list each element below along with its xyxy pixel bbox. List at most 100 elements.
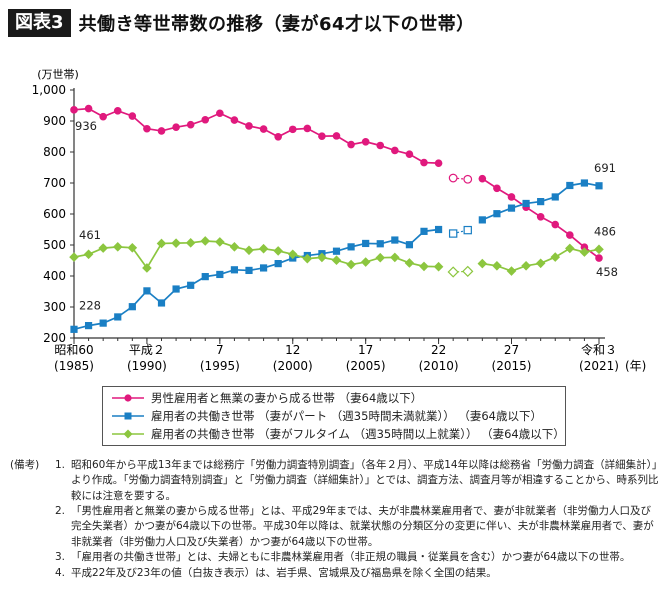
y-tick-label: 400: [43, 269, 66, 283]
y-tick-label: 300: [43, 300, 66, 314]
data-point: [580, 179, 589, 187]
note-number: 4.: [55, 567, 66, 579]
data-point: [420, 227, 428, 235]
data-point: [187, 281, 195, 289]
data-point: [274, 133, 282, 141]
data-point: [216, 270, 224, 279]
x-unit-label: (年): [625, 359, 646, 373]
data-point: [361, 137, 370, 146]
hollow-data-point: [463, 174, 473, 184]
x-tick-label: 27: [504, 343, 519, 357]
series-line: [73, 228, 439, 331]
figure-tag: 図表3: [8, 9, 71, 37]
x-tick-label: 22: [431, 343, 446, 357]
data-point: [128, 303, 136, 311]
y-tick-label: 700: [43, 176, 66, 190]
data-point: [244, 245, 254, 256]
hollow-data-point: [448, 229, 458, 238]
data-point: [594, 244, 604, 255]
data-point: [172, 285, 180, 293]
y-tick-label: 600: [43, 207, 66, 221]
data-point: [70, 106, 78, 114]
figure-header: 図表3 共働き等世帯数の推移（妻が64才以下の世帯）: [8, 8, 475, 38]
data-point: [595, 254, 603, 262]
data-point: [172, 123, 180, 131]
data-point: [595, 182, 603, 190]
x-tick-label: (2021): [579, 359, 619, 373]
data-point: [259, 125, 268, 133]
x-tick-label: (1990): [127, 359, 167, 373]
note-text: 「男性雇用者と無業の妻から成る世帯」とは、平成29年までは、夫が非農林業雇用者で…: [71, 505, 654, 548]
y-tick-label: 900: [43, 114, 66, 128]
data-point: [521, 260, 531, 271]
data-point: [302, 253, 313, 264]
legend-item-male-employee-unemployed-wife: 男性雇用者と無業の妻から成る世帯 （妻64歳以下）: [111, 389, 422, 407]
data-point: [230, 266, 239, 274]
note-text: 昭和60年から平成13年までは総務庁「労働力調査特別調査」（各年２月）、平成14…: [71, 459, 659, 502]
x-tick-label: (2010): [419, 359, 459, 373]
data-point: [127, 242, 138, 253]
legend-marker-green-diamond: [112, 429, 144, 439]
note-text: 「雇用者の共働き世帯」とは、夫婦ともに非農林業雇用者（非正規の職員・従業員を含む…: [71, 551, 631, 563]
data-point: [287, 249, 298, 260]
data-point: [507, 204, 516, 212]
data-point: [566, 181, 574, 190]
line-chart: (万世帯) 200 300 400 500 600 700 800 900 1,000 昭和60 (1…: [32, 68, 647, 373]
x-tick-label: (1985): [54, 359, 94, 373]
note-item: 4. 平成22年及び23年の値（白抜き表示）は、岩手県、宮城県及び福島県を除く全…: [55, 566, 660, 582]
data-point: [114, 313, 122, 321]
data-point: [128, 112, 137, 120]
data-point: [288, 125, 297, 134]
data-point: [347, 243, 355, 251]
data-point: [579, 247, 590, 257]
data-label: 461: [79, 228, 101, 242]
data-point: [201, 115, 210, 124]
note-item: 2. 「男性雇用者と無業の妻から成る世帯」とは、平成29年までは、夫が非農林業雇…: [55, 504, 660, 550]
data-point: [405, 150, 414, 158]
hollow-data-point: [447, 266, 459, 278]
hollow-data-point: [463, 225, 472, 235]
data-point: [566, 231, 574, 239]
data-point: [303, 124, 312, 133]
chart-legend: 男性雇用者と無業の妻から成る世帯 （妻64歳以下） 雇用者の共働き世帯 （妻がパ…: [102, 386, 566, 446]
data-point: [537, 198, 545, 206]
data-point: [274, 260, 282, 268]
data-point: [507, 193, 516, 201]
data-point: [317, 252, 327, 263]
data-point: [493, 184, 501, 193]
x-tick-label: 平成２: [129, 343, 165, 357]
data-point: [70, 325, 78, 333]
y-tick-label: 1,000: [32, 83, 66, 97]
data-label: 691: [594, 161, 616, 175]
data-point: [98, 243, 108, 253]
x-tick-label: (2005): [346, 359, 386, 373]
data-point: [258, 243, 269, 254]
data-point: [143, 124, 151, 133]
data-point: [318, 132, 326, 140]
note-item: 1. 昭和60年から平成13年までは総務庁「労働力調査特別調査」（各年２月）、平…: [55, 458, 660, 504]
note-number: 3.: [55, 551, 66, 563]
data-point: [376, 141, 385, 150]
data-point: [215, 237, 225, 247]
data-point: [535, 258, 546, 269]
data-point: [84, 322, 93, 330]
note-text: 平成22年及び23年の値（白抜き表示）は、岩手県、宮城県及び福島県を除く全国の結…: [71, 567, 497, 579]
data-point: [332, 247, 341, 255]
data-point: [346, 259, 356, 270]
data-point: [478, 174, 487, 183]
y-tick-label: 500: [43, 238, 66, 252]
data-point: [478, 216, 486, 224]
data-label: 936: [75, 119, 97, 133]
data-point: [84, 104, 93, 113]
data-label: 486: [594, 224, 616, 238]
data-point: [536, 212, 545, 221]
x-tick-label: (2000): [273, 359, 313, 373]
y-tick-label: 200: [43, 331, 66, 345]
data-point: [331, 255, 342, 265]
data-point: [200, 236, 211, 246]
data-point: [332, 132, 341, 140]
legend-marker-blue-square: [112, 412, 144, 420]
data-point: [433, 261, 444, 272]
data-point: [522, 199, 530, 208]
x-tick-label: 令和３: [581, 342, 617, 357]
